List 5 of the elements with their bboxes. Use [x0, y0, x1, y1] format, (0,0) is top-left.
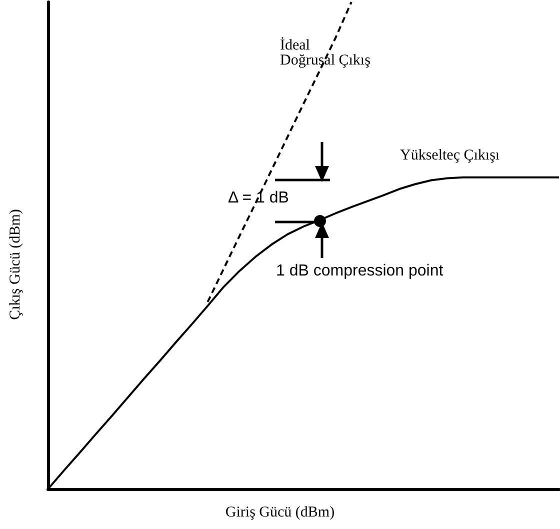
x-axis-title: Giriş Gücü (dBm) — [225, 504, 335, 520]
y-axis-title: Çıkış Gücü (dBm) — [8, 209, 24, 320]
series-label: Yükselteç Çıkışı — [400, 148, 500, 164]
annotation: 1 dB compression point — [276, 262, 444, 280]
series-label: İdeal Doğrusal Çıkış — [280, 36, 371, 68]
